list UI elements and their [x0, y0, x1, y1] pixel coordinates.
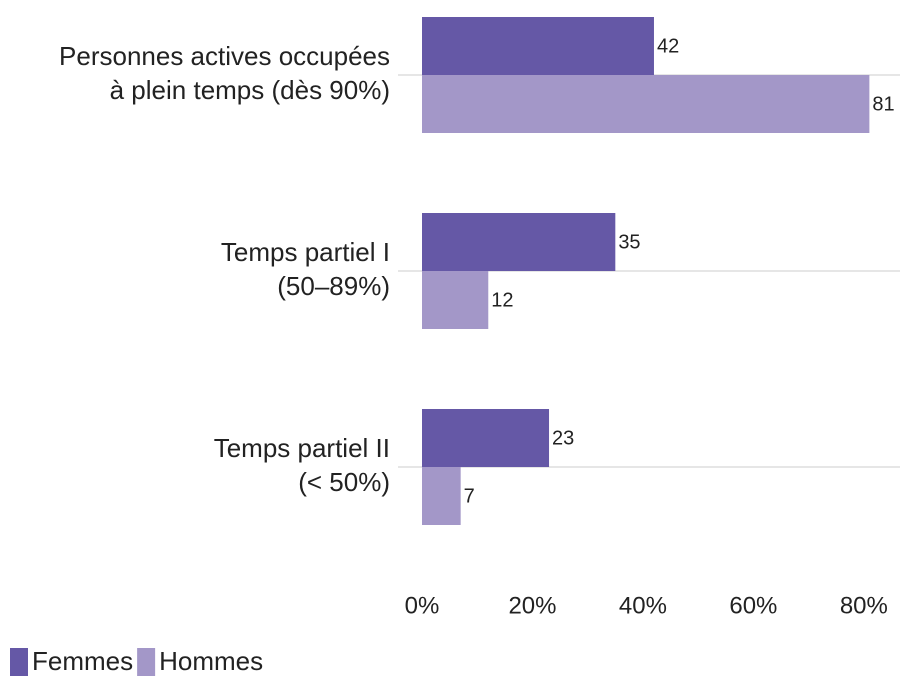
- category-label: Temps partiel I: [221, 237, 390, 267]
- x-tick-label: 40%: [619, 592, 667, 619]
- value-label: 35: [618, 231, 640, 253]
- bar: [422, 213, 616, 271]
- value-label: 23: [552, 427, 574, 449]
- legend-swatch: [137, 648, 156, 676]
- legend-swatch: [10, 648, 28, 676]
- category-label: Personnes actives occupées: [59, 41, 390, 71]
- value-label: 12: [491, 289, 513, 311]
- bar: [422, 409, 550, 467]
- value-label: 81: [872, 93, 894, 115]
- category-label: (50–89%): [277, 271, 390, 301]
- x-tick-label: 20%: [508, 592, 556, 619]
- category-label: (< 50%): [298, 467, 390, 497]
- category-label: Temps partiel II: [214, 433, 390, 463]
- bar: [422, 271, 489, 329]
- legend-label: Femmes: [32, 646, 133, 676]
- x-tick-label: 80%: [840, 592, 888, 619]
- x-tick-label: 0%: [405, 592, 440, 619]
- bar: [422, 17, 654, 75]
- category-label: à plein temps (dès 90%): [110, 75, 390, 105]
- legend-label: Hommes: [159, 646, 263, 676]
- bar: [422, 75, 870, 133]
- bar: [422, 467, 461, 525]
- x-tick-label: 60%: [729, 592, 777, 619]
- value-label: 7: [464, 485, 475, 507]
- value-label: 42: [657, 35, 679, 57]
